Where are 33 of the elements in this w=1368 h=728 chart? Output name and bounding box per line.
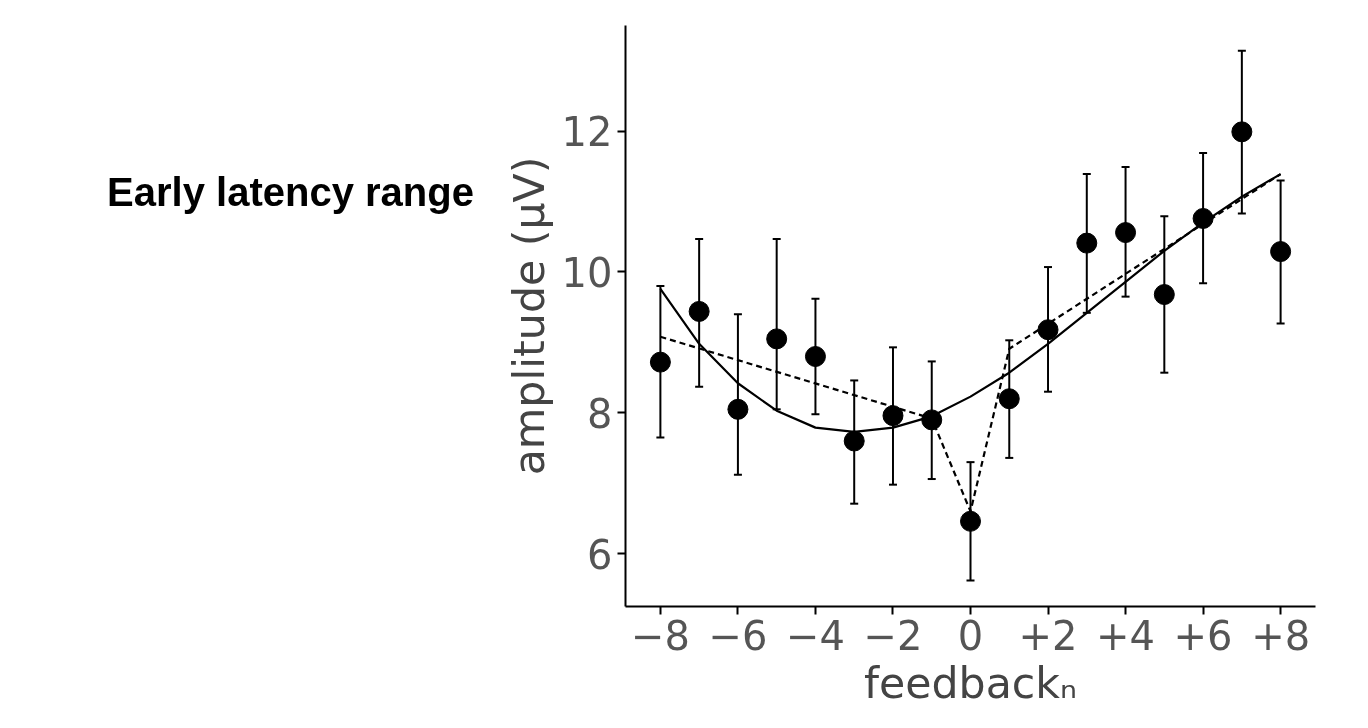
x-tick-label: −8 [630,612,690,659]
point [727,398,749,420]
x-tick-label: +6 [1173,612,1233,659]
x-tick-label: +8 [1251,612,1311,659]
x-tick-label: −4 [785,612,845,659]
point [1270,241,1292,263]
point [960,510,981,532]
x-tick-label: +2 [1018,612,1078,659]
y-tick-label: 10 [561,249,613,296]
point [1153,284,1175,305]
y-tick-label: 8 [587,390,613,437]
point [688,300,710,322]
x-tick-label: −6 [708,612,768,659]
point [1076,232,1098,254]
point [1115,222,1137,244]
point [1231,121,1253,143]
x-axis-title: feedbackₙ [864,657,1077,708]
point [1192,207,1214,229]
point [1037,319,1059,341]
point [998,388,1020,410]
point [649,351,671,373]
x-tick-label: 0 [957,612,984,659]
y-tick-label: 12 [561,109,613,156]
x-tick-label: −2 [863,612,923,659]
point [804,346,826,367]
x-tick-label: +4 [1096,612,1156,659]
point [843,430,865,452]
y-axis-title: amplitude (µV) [503,156,554,476]
point [766,328,788,350]
point [921,409,943,431]
point [882,405,904,427]
text: Early latency range [107,169,474,214]
y-tick-label: 6 [587,531,613,578]
